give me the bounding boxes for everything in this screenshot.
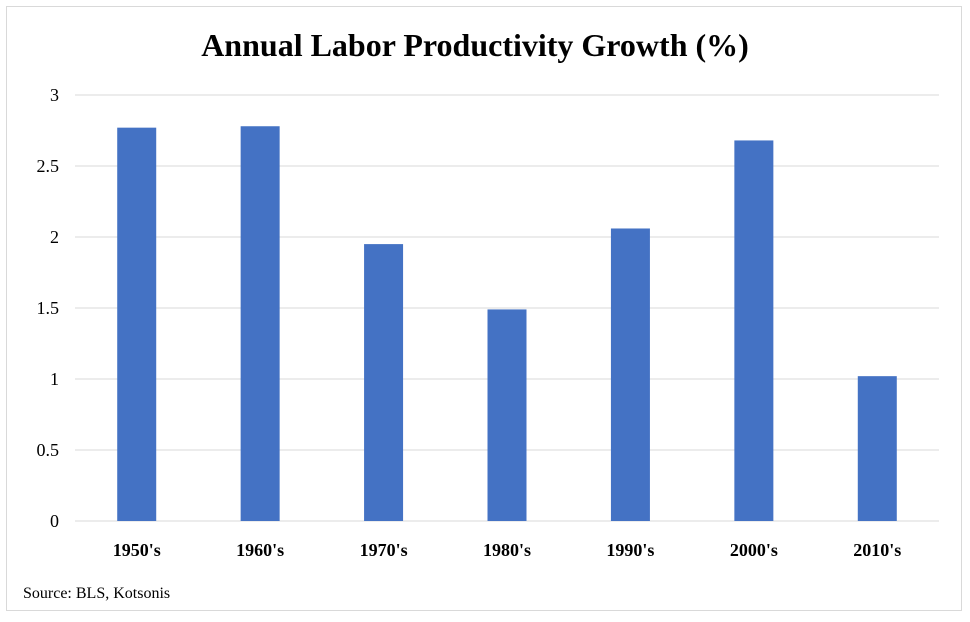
bar: [487, 309, 527, 521]
y-tick-label: 2: [50, 227, 59, 247]
bar: [240, 126, 280, 522]
x-category-label: 1970's: [360, 540, 408, 560]
x-category-label: 1960's: [236, 540, 284, 560]
chart-frame: Annual Labor Productivity Growth (%) 0 0.…: [6, 6, 962, 611]
y-tick-label: 3: [50, 85, 59, 105]
y-axis-ticks: 0 0.5 1 1.5 2 2.5 3: [37, 85, 60, 531]
bar-chart: 00.511.522.53 1950's 1960's 1970's 1980's 19…: [37, 85, 939, 560]
chart-title: Annual Labor Productivity Growth (%): [201, 27, 749, 63]
bar: [857, 376, 897, 521]
y-tick-label: 2.5: [37, 156, 60, 176]
source-note: Source: BLS, Kotsonis: [23, 585, 171, 602]
x-category-label: 1950's: [113, 540, 161, 560]
y-tick-label: 0: [50, 511, 59, 531]
x-category-label: 1990's: [606, 540, 654, 560]
x-axis-categories: 1950's 1960's 1970's 1980's 1990's 2000's 2010…: [113, 540, 902, 560]
x-category-label: 2010's: [853, 540, 901, 560]
y-tick-label: 1: [50, 369, 59, 389]
y-tick-label: 1.5: [37, 298, 60, 318]
bar: [364, 244, 404, 521]
bar: [734, 140, 774, 521]
x-category-label: 1980's: [483, 540, 531, 560]
bar: [117, 127, 157, 521]
bar: [610, 228, 650, 522]
bars: [117, 126, 897, 522]
y-tick-label: 0.5: [37, 440, 60, 460]
x-category-label: 2000's: [730, 540, 778, 560]
